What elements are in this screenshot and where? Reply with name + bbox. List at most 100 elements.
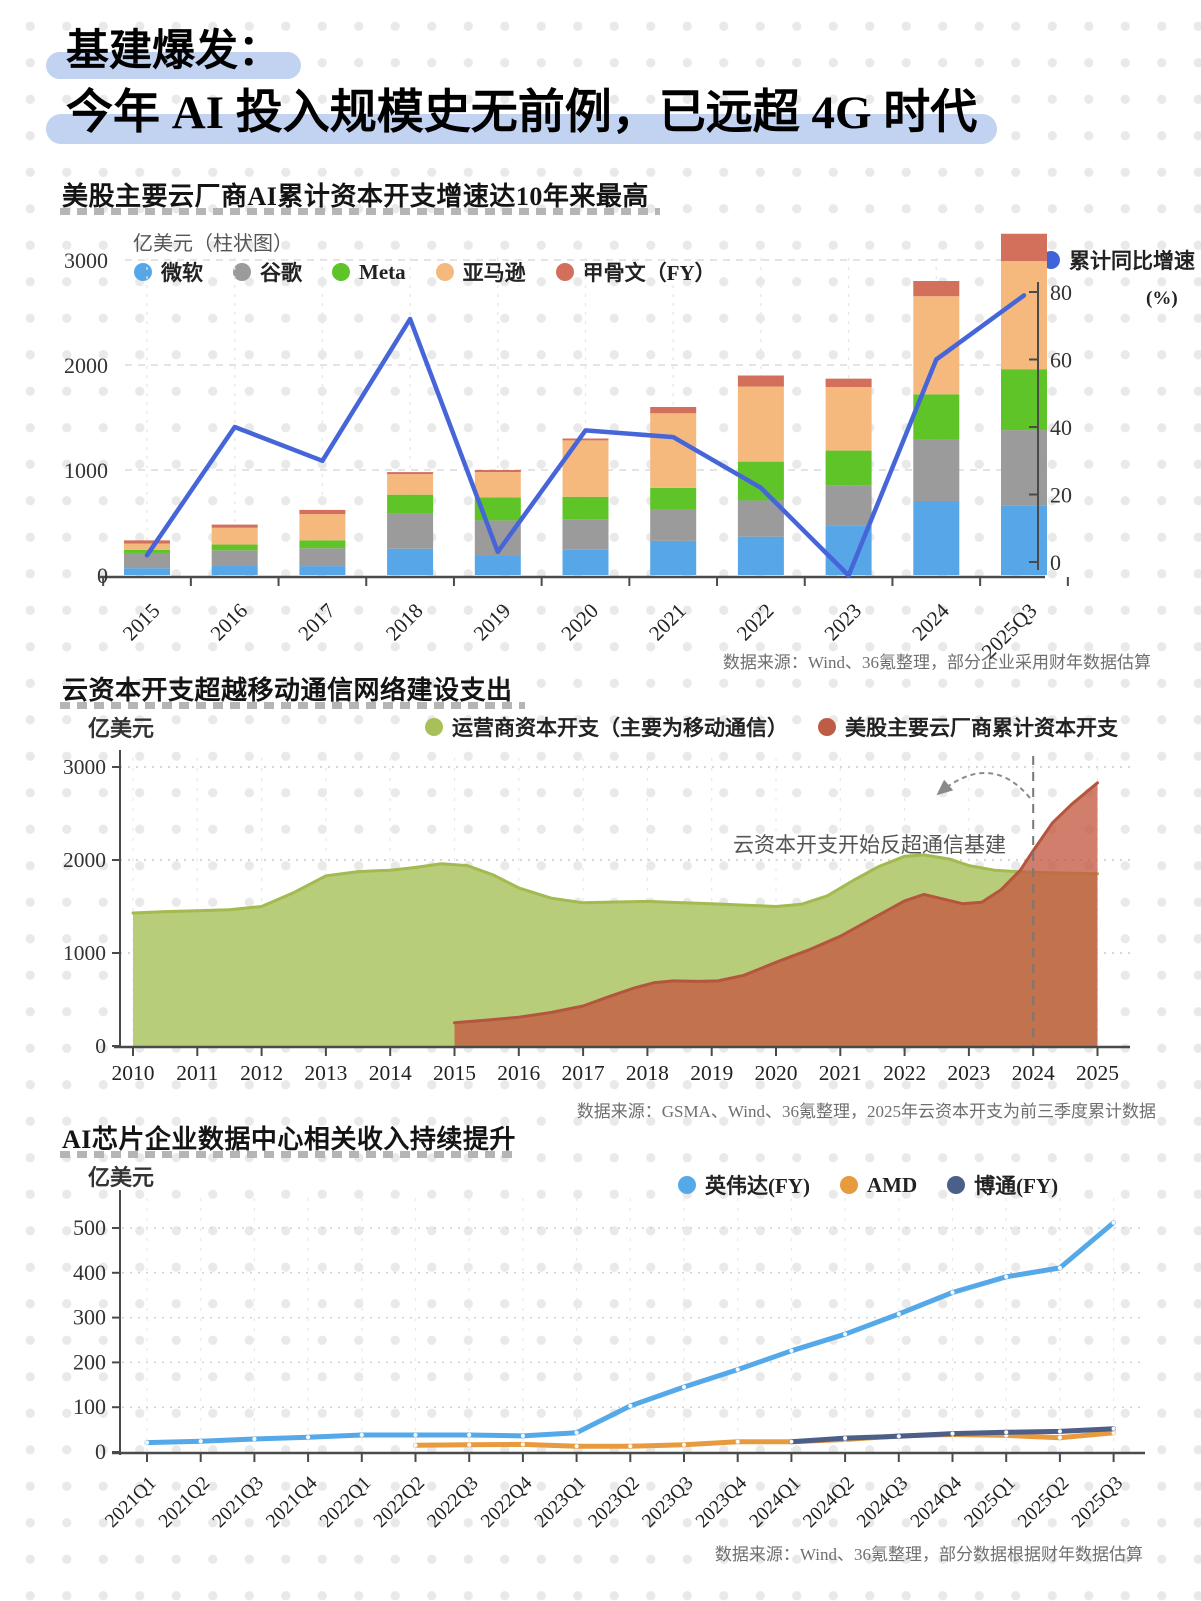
svg-text:500: 500 [73, 1215, 106, 1240]
svg-text:0: 0 [95, 1034, 106, 1058]
legend-dot-icon [425, 718, 443, 736]
legend-dot-icon [435, 263, 454, 281]
svg-text:3000: 3000 [63, 755, 106, 779]
legend-dot-icon [555, 263, 574, 281]
chart2-source: 数据来源：GSMA、Wind、36氪整理，2025年云资本开支为前三季度累计数据 [576, 1102, 1156, 1121]
svg-text:2022Q3: 2022Q3 [423, 1473, 482, 1532]
legend-item: 累计同比增速 [1042, 245, 1195, 275]
svg-text:2024: 2024 [907, 598, 954, 645]
svg-text:2021: 2021 [819, 1061, 862, 1085]
svg-text:2016: 2016 [497, 1061, 540, 1085]
section2-underline [60, 702, 525, 709]
svg-text:2019: 2019 [469, 599, 516, 646]
svg-text:2024Q4: 2024Q4 [907, 1473, 966, 1532]
legend-item: 英伟达(FY) [678, 1170, 810, 1200]
svg-text:2000: 2000 [63, 848, 106, 872]
svg-text:2023Q1: 2023Q1 [531, 1473, 590, 1532]
svg-text:20: 20 [1050, 483, 1072, 508]
svg-text:2010: 2010 [112, 1061, 155, 1085]
legend-item: 谷歌 [233, 257, 302, 287]
legend-item: 甲骨文（FY） [555, 257, 716, 287]
legend-item: 亚马逊 [435, 257, 526, 287]
legend-dot-icon [818, 718, 836, 736]
legend-dot-icon [947, 1176, 966, 1194]
svg-text:400: 400 [73, 1260, 106, 1285]
svg-text:2021Q4: 2021Q4 [262, 1473, 321, 1532]
section3-heading: AI芯片企业数据中心相关收入持续提升 [62, 1125, 516, 1154]
svg-text:2021Q1: 2021Q1 [101, 1473, 160, 1532]
svg-text:2022Q4: 2022Q4 [477, 1473, 536, 1532]
svg-text:2022Q1: 2022Q1 [316, 1473, 375, 1532]
chart1-source: 数据来源：Wind、36氪整理，部分企业采用财年数据估算 [722, 653, 1151, 672]
chart2-canvas: 云资本开支开始反超通信基建 0 1000 2000 3000 2010 2011 2012 20… [63, 750, 1130, 1085]
legend-label: 博通(FY) [974, 1174, 1059, 1198]
svg-text:300: 300 [73, 1305, 106, 1330]
legend-dot-icon [678, 1176, 696, 1194]
svg-text:2014: 2014 [369, 1061, 412, 1085]
legend-label: 微软 [161, 261, 203, 285]
chart3-unit-label: 亿美元 [88, 1165, 155, 1190]
svg-text:2024Q3: 2024Q3 [853, 1473, 912, 1532]
svg-text:40: 40 [1050, 415, 1072, 440]
chart3-source: 数据来源：Wind、36氪整理，部分数据根据财年数据估算 [714, 1545, 1143, 1564]
svg-text:2025: 2025 [1076, 1061, 1119, 1085]
svg-text:2018: 2018 [381, 599, 428, 646]
svg-text:80: 80 [1050, 280, 1072, 305]
legend-label: 运营商资本开支（主要为移动通信） [452, 716, 788, 740]
svg-text:2023: 2023 [819, 599, 866, 646]
svg-text:2013: 2013 [304, 1061, 347, 1085]
chart1-line-legend: 累计同比增速 [1042, 245, 1195, 275]
chart1-legend: 微软 谷歌 Meta 亚马逊 甲骨文（FY） [134, 257, 716, 287]
legend-item: Meta [332, 260, 406, 285]
legend-item: AMD [839, 1172, 918, 1198]
svg-text:2025Q2: 2025Q2 [1014, 1473, 1073, 1532]
legend-dot-icon [233, 263, 251, 281]
svg-text:0: 0 [1050, 550, 1061, 575]
title-line1: 基建爆发： [46, 30, 301, 80]
title-line2: 今年 AI 投入规模史无前例，已远超 4G 时代 [45, 90, 998, 144]
svg-text:2025Q3: 2025Q3 [1068, 1473, 1127, 1532]
svg-text:2016: 2016 [206, 599, 253, 646]
chart1-right-axis-unit: (%) [1146, 288, 1178, 309]
section3-underline [60, 1151, 512, 1158]
svg-text:2020: 2020 [556, 599, 603, 646]
svg-text:2021: 2021 [644, 599, 691, 646]
svg-text:2023: 2023 [947, 1061, 990, 1085]
section1-underline [60, 208, 660, 215]
svg-text:2011: 2011 [176, 1061, 218, 1085]
svg-text:2018: 2018 [626, 1061, 669, 1085]
svg-text:100: 100 [73, 1394, 106, 1419]
svg-text:云资本开支开始反超通信基建: 云资本开支开始反超通信基建 [733, 833, 1006, 857]
svg-text:0: 0 [97, 563, 108, 588]
legend-item: 美股主要云厂商累计资本开支 [818, 712, 1118, 742]
svg-text:2024Q1: 2024Q1 [746, 1473, 805, 1532]
svg-text:2024: 2024 [1012, 1061, 1055, 1085]
svg-text:1000: 1000 [63, 941, 106, 965]
svg-text:2000: 2000 [64, 353, 108, 378]
svg-text:2015: 2015 [118, 599, 165, 646]
legend-dot-icon [332, 263, 350, 281]
legend-label: 亚马逊 [462, 261, 526, 285]
svg-text:2019: 2019 [690, 1061, 733, 1085]
legend-label: Meta [359, 259, 406, 284]
legend-label: 英伟达(FY) [705, 1174, 810, 1198]
chart2-unit-label: 亿美元 [88, 716, 155, 741]
section2-heading: 云资本开支超越移动通信网络建设支出 [62, 676, 513, 705]
svg-text:2012: 2012 [240, 1061, 283, 1085]
legend-item: 博通(FY) [947, 1170, 1058, 1200]
svg-text:2017: 2017 [562, 1061, 605, 1085]
svg-text:2023Q3: 2023Q3 [638, 1473, 697, 1532]
legend-label: 累计同比增速 [1069, 249, 1195, 273]
svg-text:1000: 1000 [64, 458, 108, 483]
chart1-unit-label: 亿美元（柱状图） [133, 233, 293, 255]
svg-text:2015: 2015 [433, 1061, 476, 1085]
legend-label: AMD [866, 1172, 918, 1197]
svg-text:2022Q2: 2022Q2 [370, 1473, 429, 1532]
svg-text:3000: 3000 [64, 248, 108, 273]
svg-text:60: 60 [1050, 348, 1072, 373]
svg-text:2021Q2: 2021Q2 [155, 1473, 214, 1532]
legend-label: 谷歌 [260, 261, 302, 285]
svg-text:0: 0 [95, 1439, 106, 1464]
svg-text:2024Q2: 2024Q2 [799, 1473, 858, 1532]
